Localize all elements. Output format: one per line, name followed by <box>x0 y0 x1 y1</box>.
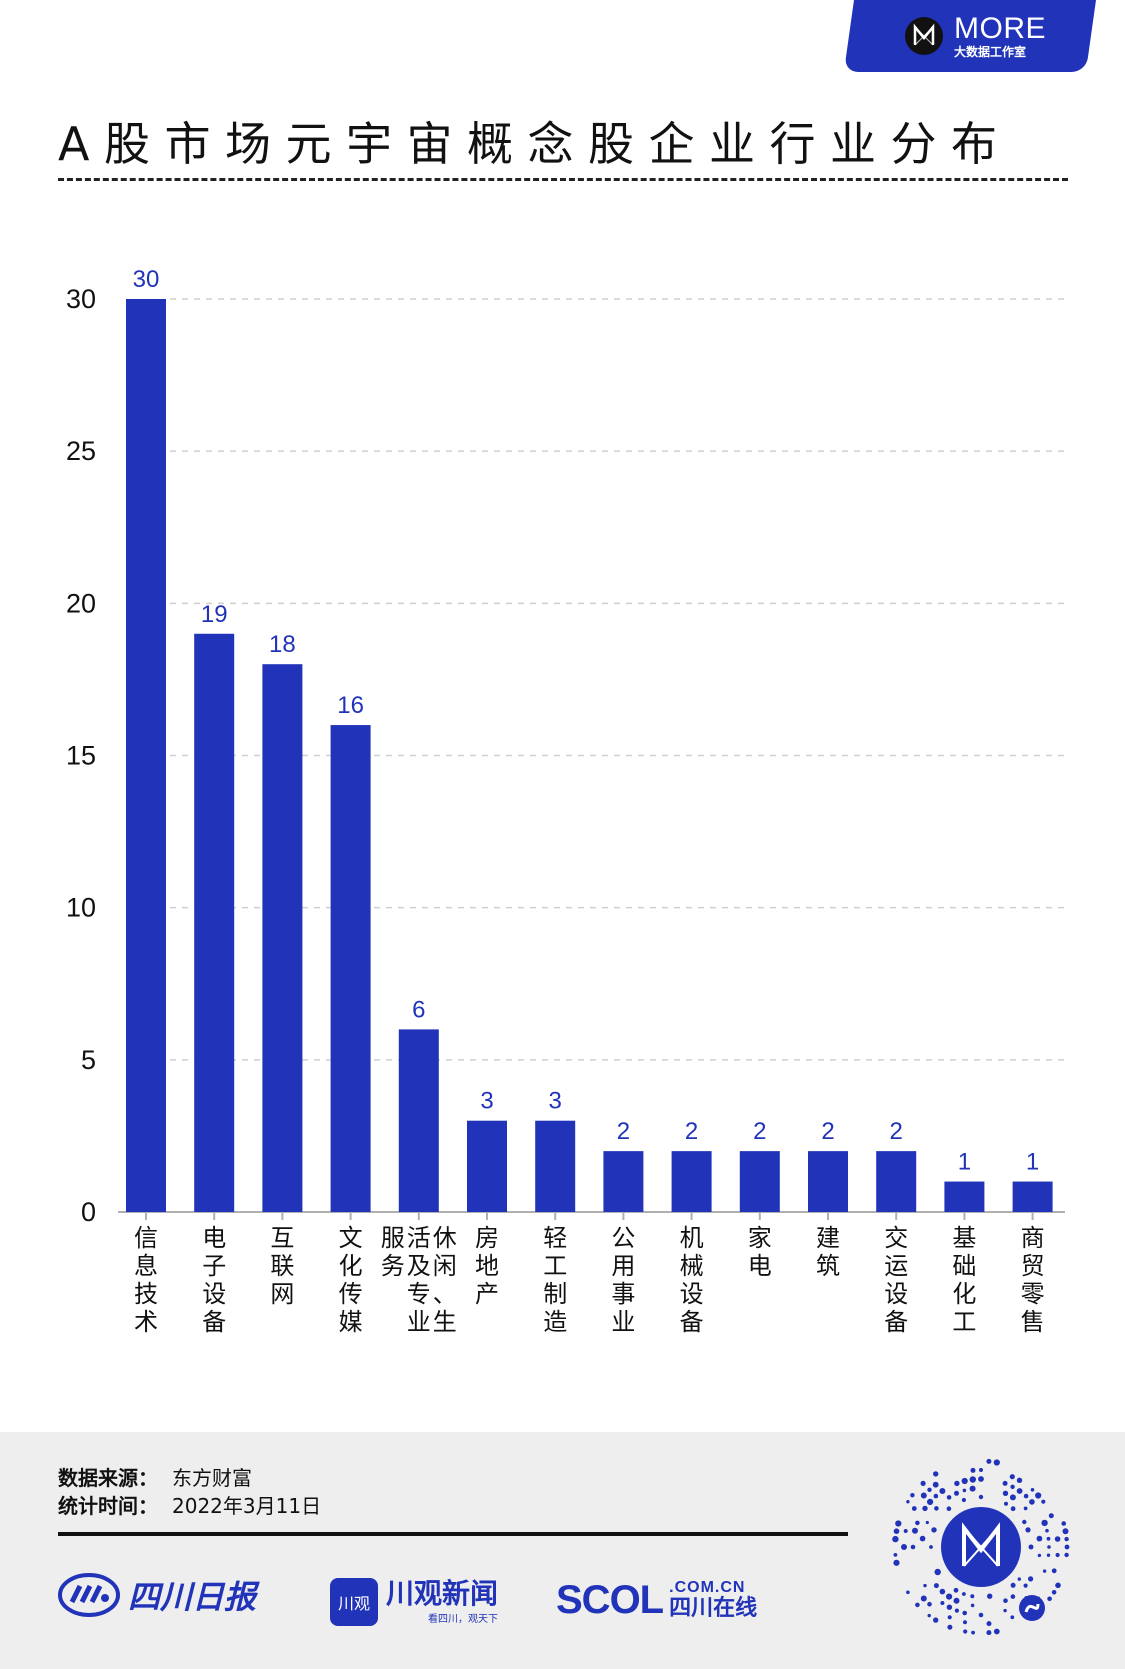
source-label: 数据来源： <box>58 1466 158 1490</box>
bar <box>671 1151 712 1212</box>
bar <box>603 1151 644 1212</box>
x-tick-label: 家电 <box>748 1224 772 1280</box>
data-label: 18 <box>269 631 296 658</box>
page-title: A股市场元宇宙概念股企业行业分布 <box>58 117 1012 171</box>
bar <box>330 725 371 1212</box>
y-tick-label: 20 <box>66 588 96 618</box>
scol-domain: .COM.CN <box>669 1579 746 1597</box>
bar <box>535 1120 576 1212</box>
x-tick-label: 建筑 <box>816 1224 840 1280</box>
scol-logo: SCOL .COM.CN 四川在线 <box>556 1578 758 1622</box>
data-label: 2 <box>753 1118 766 1145</box>
mini-program-code-icon <box>892 1458 1070 1636</box>
y-tick-label: 10 <box>66 893 96 923</box>
source-line: 数据来源： 东方财富 <box>58 1462 252 1491</box>
bar <box>1012 1181 1053 1212</box>
bar <box>398 1029 439 1212</box>
y-tick-label: 30 <box>66 284 96 314</box>
data-label: 30 <box>133 266 160 293</box>
more-logo-icon <box>905 17 943 55</box>
x-tick-label: 互联网 <box>270 1224 294 1308</box>
chuanguan-logo: 川观 川观新闻 看四川，观天下 <box>330 1578 498 1626</box>
x-tick-label: 基础化工 <box>952 1224 976 1336</box>
chuanguan-name: 川观新闻 <box>386 1577 499 1611</box>
data-label: 19 <box>201 601 228 628</box>
bar <box>467 1120 507 1212</box>
bar <box>739 1151 780 1212</box>
sichuan-daily-logo: 四川日报 <box>58 1572 256 1618</box>
x-tick-label: 轻工制造 <box>543 1224 567 1336</box>
data-label: 6 <box>412 996 425 1023</box>
y-tick-label: 25 <box>66 436 96 466</box>
badge-subtitle: 大数据工作室 <box>954 45 1027 59</box>
data-label: 1 <box>958 1149 971 1176</box>
data-label: 2 <box>821 1118 834 1145</box>
scol-wordmark: SCOL <box>556 1578 664 1622</box>
chuanguan-slogan: 看四川，观天下 <box>428 1613 499 1625</box>
bar <box>808 1151 848 1212</box>
bar <box>944 1181 985 1212</box>
bar-chart: 0 5 10 15 20 25 30 30 信息技术 19 电子设备 18 互联网 16 文化传媒 6 休闲、生… <box>66 266 1065 1336</box>
x-tick-label: 交运设备 <box>884 1224 908 1336</box>
bar <box>262 664 303 1212</box>
x-tick-label: 电子设备 <box>202 1224 226 1336</box>
y-tick-label: 5 <box>81 1045 96 1075</box>
y-tick-label: 0 <box>81 1197 96 1227</box>
data-label: 16 <box>337 692 364 719</box>
x-tick-label: 机械设备 <box>680 1224 704 1336</box>
sichuan-daily-text: 四川日报 <box>128 1578 257 1616</box>
x-tick-label: 房地产 <box>475 1224 499 1308</box>
data-label: 3 <box>480 1088 493 1115</box>
scol-chinese: 四川在线 <box>669 1595 758 1621</box>
bar <box>876 1151 917 1212</box>
x-tick-label: 商贸零售 <box>1021 1224 1045 1336</box>
source-value: 东方财富 <box>172 1466 252 1490</box>
data-label: 2 <box>617 1118 630 1145</box>
footer: 数据来源： 东方财富 统计时间： 2022年3月11日 四川日报 川观 川观新闻 看… <box>0 1432 1125 1669</box>
chuanguan-box-icon: 川观 <box>330 1578 378 1626</box>
date-line: 统计时间： 2022年3月11日 <box>58 1490 321 1519</box>
bar <box>126 299 166 1212</box>
badge-title: MORE <box>954 12 1046 45</box>
x-tick-label: 公用事业 <box>611 1224 635 1336</box>
data-label: 1 <box>1026 1149 1039 1176</box>
data-label: 2 <box>685 1118 698 1145</box>
footer-divider <box>58 1532 848 1536</box>
x-tick-label: 休闲、生活及专业服务 <box>381 1224 457 1336</box>
brand-badge-content: MORE 大数据工作室 <box>904 8 1104 64</box>
date-value: 2022年3月11日 <box>172 1494 322 1518</box>
data-label: 2 <box>890 1118 903 1145</box>
x-tick-label: 信息技术 <box>134 1224 158 1336</box>
y-tick-label: 15 <box>66 741 96 771</box>
title-divider <box>58 178 1068 181</box>
data-label: 3 <box>549 1088 562 1115</box>
x-tick-label: 文化传媒 <box>339 1224 363 1336</box>
sichuan-daily-emblem-icon <box>58 1573 120 1617</box>
date-label: 统计时间： <box>58 1494 158 1518</box>
bar <box>194 633 235 1212</box>
